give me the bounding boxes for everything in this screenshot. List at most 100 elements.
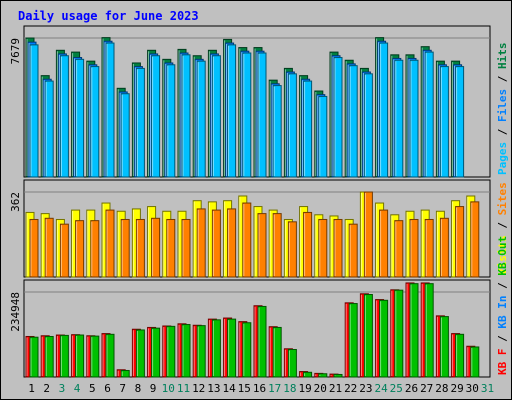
bar-kbytes-kb-out-27 [424, 283, 434, 378]
x-tick-label-1: 1 [28, 382, 35, 395]
bar-visits-sites-22 [348, 223, 358, 278]
bar-kbytes-kb-out-5 [90, 335, 100, 378]
bar-visits-sites-8 [135, 218, 145, 278]
x-tick-label-21: 21 [329, 382, 342, 395]
bar-visits-sites-9 [151, 217, 161, 278]
bar-kbytes-kb-out-22 [348, 303, 358, 378]
bar-kbytes-kb-out-6 [105, 333, 115, 378]
bar-kbytes-kb-out-29 [455, 333, 465, 378]
bar-hits-pages-25 [394, 59, 404, 178]
legend-item-sites: Sites [496, 182, 509, 215]
x-tick-label-28: 28 [435, 382, 448, 395]
bar-kbytes-kb-out-11 [181, 324, 191, 378]
x-tick-label-11: 11 [177, 382, 190, 395]
bar-hits-pages-22 [348, 65, 358, 178]
bar-visits-sites-27 [424, 218, 434, 278]
x-tick-label-24: 24 [374, 382, 388, 395]
bar-visits-sites-2 [44, 217, 54, 278]
bar-hits-pages-20 [318, 95, 328, 178]
bar-kbytes-kb-out-7 [120, 369, 130, 378]
x-tick-label-9: 9 [150, 382, 157, 395]
bar-visits-sites-20 [318, 218, 328, 278]
bar-kbytes-kb-out-26 [409, 283, 419, 378]
legend-item-files: Files [496, 89, 509, 122]
legend-item-hits: Hits [496, 43, 509, 70]
x-tick-label-26: 26 [405, 382, 418, 395]
x-tick-label-7: 7 [119, 382, 126, 395]
bar-hits-pages-27 [424, 51, 434, 178]
bar-hits-pages-7 [120, 93, 130, 178]
x-tick-label-3: 3 [59, 382, 66, 395]
bar-hits-pages-18 [287, 73, 297, 178]
bar-kbytes-kb-out-9 [151, 327, 161, 378]
bar-kbytes-kb-out-1 [29, 336, 39, 378]
bar-kbytes-kb-out-3 [59, 334, 69, 378]
bar-hits-pages-10 [166, 64, 176, 178]
max-label-hits: 7679 [9, 38, 22, 65]
bar-visits-sites-12 [196, 208, 206, 278]
bar-hits-pages-1 [29, 44, 39, 178]
legend-separator: / [496, 69, 509, 89]
bar-kbytes-kb-out-28 [439, 316, 449, 378]
legend-item-pages: Pages [496, 142, 509, 175]
bar-visits-sites-7 [120, 218, 130, 278]
bar-visits-sites-28 [439, 217, 449, 278]
x-axis-labels: 1 2 3 4 5 6 7 8 9 10 11 12 13 14 15 16 17 18 19 20 21 22 23 24 2… [28, 382, 494, 395]
bar-kbytes-kb-out-4 [75, 334, 85, 378]
bar-visits-sites-4 [75, 220, 85, 278]
bar-hits-pages-23 [363, 73, 373, 178]
x-tick-label-4: 4 [74, 382, 81, 395]
bar-visits-sites-11 [181, 218, 191, 278]
bar-visits-sites-3 [59, 223, 69, 278]
bar-kbytes-kb-out-13 [211, 319, 221, 378]
x-tick-label-15: 15 [238, 382, 251, 395]
bar-visits-sites-5 [90, 220, 100, 278]
bar-visits-sites-21 [333, 218, 343, 278]
x-tick-label-22: 22 [344, 382, 357, 395]
bar-hits-pages-19 [303, 80, 313, 178]
bar-hits-pages-12 [196, 60, 206, 178]
bar-kbytes-kb-out-2 [44, 335, 54, 378]
x-tick-label-29: 29 [450, 382, 463, 395]
bar-hits-pages-24 [379, 42, 389, 178]
bar-kbytes-kb-out-16 [257, 305, 267, 378]
bar-kbytes-kb-out-25 [394, 289, 404, 378]
bar-kbytes-kb-out-15 [242, 322, 252, 378]
bar-hits-pages-26 [409, 59, 419, 178]
panel-hits: 7679 Pages / Files / Hits [9, 25, 509, 178]
x-tick-label-2: 2 [43, 382, 50, 395]
bar-visits-sites-29 [455, 206, 465, 278]
bar-visits-sites-13 [211, 209, 221, 278]
x-tick-label-16: 16 [253, 382, 266, 395]
bar-hits-pages-14 [227, 44, 237, 178]
bar-kbytes-kb-out-12 [196, 325, 206, 378]
x-tick-label-13: 13 [207, 382, 220, 395]
panel-kbytes: 234948 KB F / KB In / KB Out [9, 236, 509, 378]
bar-visits-sites-16 [257, 213, 267, 278]
bar-hits-pages-29 [455, 66, 465, 178]
legend-item-kb-in: KB In [496, 296, 509, 329]
legend-separator: / [496, 276, 509, 296]
bar-hits-pages-6 [105, 42, 115, 178]
x-tick-label-19: 19 [298, 382, 311, 395]
bar-kbytes-kb-out-14 [227, 318, 237, 378]
x-tick-label-25: 25 [390, 382, 403, 395]
bar-hits-pages-28 [439, 66, 449, 178]
x-tick-label-18: 18 [283, 382, 296, 395]
bar-hits-pages-21 [333, 57, 343, 178]
chart-panels: 7679 Pages / Files / Hits 362 Visits / Site… [9, 25, 509, 378]
bar-hits-pages-4 [75, 58, 85, 178]
bar-visits-sites-15 [242, 202, 252, 278]
bar-visits-sites-24 [379, 209, 389, 278]
bar-visits-sites-30 [470, 201, 480, 278]
bar-kbytes-kb-out-24 [379, 299, 389, 378]
legend-item-visits: Visits [496, 235, 509, 275]
bar-kbytes-kb-out-20 [318, 373, 328, 378]
bar-hits-pages-9 [151, 55, 161, 178]
legend-separator: / [496, 329, 509, 349]
bar-visits-sites-14 [227, 208, 237, 278]
bar-kbytes-kb-out-19 [303, 371, 313, 378]
bar-hits-pages-16 [257, 52, 267, 178]
legend-kbytes: KB F / KB In / KB Out [496, 236, 509, 375]
